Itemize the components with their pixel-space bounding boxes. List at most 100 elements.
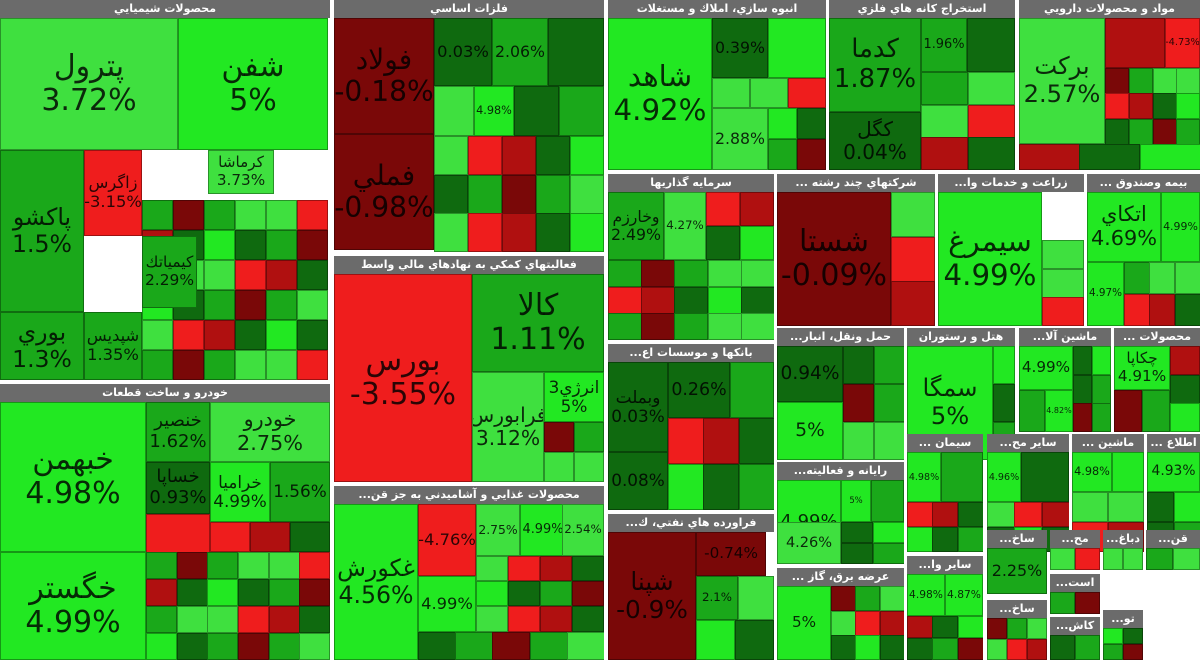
sector-title[interactable]: فعاليتهاي كمكي به نهادهاي مالي واسط bbox=[334, 256, 604, 274]
stock-tile[interactable] bbox=[674, 260, 708, 287]
stock-tile[interactable] bbox=[967, 18, 1015, 72]
stock-tile[interactable] bbox=[921, 137, 968, 170]
stock-tile[interactable] bbox=[567, 632, 604, 660]
sector-title[interactable]: عرضه برق، گاز ... bbox=[777, 568, 904, 586]
stock-tile[interactable] bbox=[572, 606, 604, 632]
stock-tile[interactable] bbox=[238, 606, 269, 633]
stock-tile[interactable]: 5% bbox=[777, 402, 843, 460]
stock-tile[interactable] bbox=[238, 579, 269, 606]
stock-tile[interactable] bbox=[297, 260, 328, 290]
stock-tile[interactable] bbox=[993, 384, 1015, 422]
stock-tile[interactable] bbox=[797, 139, 826, 170]
stock-tile[interactable] bbox=[730, 362, 774, 418]
stock-tile[interactable] bbox=[1129, 68, 1153, 94]
stock-tile[interactable] bbox=[958, 502, 983, 527]
stock-tile[interactable]: 4.27% bbox=[664, 192, 706, 260]
stock-tile[interactable] bbox=[855, 611, 880, 636]
stock-tile[interactable] bbox=[608, 313, 642, 340]
sector-title[interactable]: سيمان ... bbox=[907, 434, 983, 452]
stock-tile[interactable] bbox=[235, 320, 266, 350]
stock-tile[interactable]: وبملت 0.03% bbox=[608, 362, 668, 452]
sector-title[interactable]: ساير وا... bbox=[907, 556, 983, 574]
stock-tile[interactable]: 4.98% bbox=[1072, 452, 1112, 492]
stock-tile[interactable] bbox=[146, 579, 177, 606]
stock-tile[interactable] bbox=[207, 633, 238, 660]
stock-tile[interactable] bbox=[204, 230, 235, 260]
stock-tile[interactable] bbox=[968, 72, 1015, 105]
stock-tile[interactable] bbox=[207, 579, 238, 606]
stock-tile[interactable] bbox=[703, 418, 739, 464]
stock-tile[interactable] bbox=[735, 620, 774, 660]
stock-tile[interactable] bbox=[476, 556, 508, 581]
stock-tile[interactable] bbox=[1042, 297, 1084, 326]
stock-tile[interactable] bbox=[238, 633, 269, 660]
stock-tile[interactable]: 4.26% bbox=[777, 522, 841, 564]
stock-tile[interactable] bbox=[987, 502, 1015, 527]
stock-tile[interactable] bbox=[1123, 628, 1143, 644]
stock-tile[interactable] bbox=[540, 556, 572, 581]
stock-tile[interactable] bbox=[1027, 618, 1047, 639]
stock-tile[interactable]: 4.99% bbox=[1161, 192, 1200, 262]
stock-tile[interactable] bbox=[708, 313, 742, 340]
stock-tile[interactable] bbox=[266, 260, 297, 290]
stock-tile[interactable] bbox=[1050, 592, 1075, 614]
stock-tile[interactable]: 1.56% bbox=[270, 462, 330, 522]
stock-tile[interactable] bbox=[570, 136, 604, 175]
stock-tile[interactable] bbox=[750, 78, 788, 108]
stock-tile[interactable]: چكاپا 4.91% bbox=[1114, 346, 1170, 390]
stock-tile[interactable]: بوري 1.3% bbox=[0, 312, 84, 380]
stock-tile[interactable]: 0.03% bbox=[434, 18, 492, 86]
stock-tile[interactable] bbox=[235, 260, 266, 290]
stock-tile[interactable] bbox=[146, 606, 177, 633]
stock-tile[interactable] bbox=[891, 192, 935, 237]
stock-tile[interactable]: 0.39% bbox=[712, 18, 768, 78]
stock-tile[interactable] bbox=[932, 616, 958, 638]
stock-tile[interactable] bbox=[238, 552, 269, 579]
stock-tile[interactable] bbox=[1042, 240, 1084, 269]
stock-tile[interactable] bbox=[1072, 492, 1108, 522]
stock-tile[interactable] bbox=[299, 606, 330, 633]
stock-tile[interactable]: زاگرس -3.15% bbox=[84, 150, 142, 236]
stock-tile[interactable] bbox=[668, 464, 704, 510]
stock-tile[interactable]: كرماشا 3.73% bbox=[208, 150, 274, 194]
stock-tile[interactable] bbox=[993, 346, 1015, 384]
stock-tile[interactable] bbox=[1173, 548, 1200, 570]
stock-tile[interactable] bbox=[204, 200, 235, 230]
stock-tile[interactable] bbox=[1105, 68, 1129, 94]
stock-tile[interactable] bbox=[1170, 403, 1200, 432]
stock-tile[interactable]: 1.96% bbox=[921, 18, 967, 72]
stock-tile[interactable] bbox=[434, 136, 468, 175]
stock-tile[interactable] bbox=[250, 522, 290, 552]
stock-tile[interactable] bbox=[1027, 639, 1047, 660]
stock-tile[interactable]: خنصير 1.62% bbox=[146, 402, 210, 462]
stock-tile[interactable] bbox=[958, 527, 983, 552]
stock-tile[interactable] bbox=[1103, 644, 1123, 660]
stock-tile[interactable] bbox=[1079, 144, 1140, 170]
stock-tile[interactable]: 2.54% bbox=[562, 504, 604, 556]
stock-tile[interactable] bbox=[574, 422, 604, 452]
stock-tile[interactable] bbox=[641, 313, 675, 340]
stock-tile[interactable] bbox=[674, 313, 708, 340]
stock-tile[interactable] bbox=[434, 86, 474, 136]
stock-tile[interactable] bbox=[768, 139, 797, 170]
stock-tile[interactable] bbox=[880, 635, 904, 660]
sector-title[interactable]: حمل ونقل، انبار... bbox=[777, 328, 904, 346]
stock-tile[interactable]: بركت 2.57% bbox=[1019, 18, 1105, 144]
stock-tile[interactable]: 2.1% bbox=[696, 576, 738, 620]
stock-tile[interactable] bbox=[1019, 390, 1045, 432]
stock-tile[interactable] bbox=[548, 18, 604, 86]
stock-tile[interactable] bbox=[741, 260, 774, 287]
stock-tile[interactable] bbox=[932, 638, 958, 660]
stock-tile[interactable] bbox=[907, 616, 933, 638]
stock-tile[interactable] bbox=[1123, 548, 1143, 570]
sector-title[interactable]: تو... bbox=[1103, 610, 1143, 628]
stock-tile[interactable] bbox=[574, 452, 604, 482]
stock-tile[interactable] bbox=[873, 543, 904, 564]
stock-tile[interactable] bbox=[177, 633, 208, 660]
stock-tile[interactable]: وخارزم 2.49% bbox=[608, 192, 664, 260]
stock-tile[interactable] bbox=[266, 290, 297, 320]
stock-tile[interactable] bbox=[204, 350, 235, 380]
stock-tile[interactable]: 4.99% bbox=[520, 504, 566, 556]
stock-tile[interactable] bbox=[468, 213, 502, 252]
sector-title[interactable]: ماشين ... bbox=[1072, 434, 1144, 452]
